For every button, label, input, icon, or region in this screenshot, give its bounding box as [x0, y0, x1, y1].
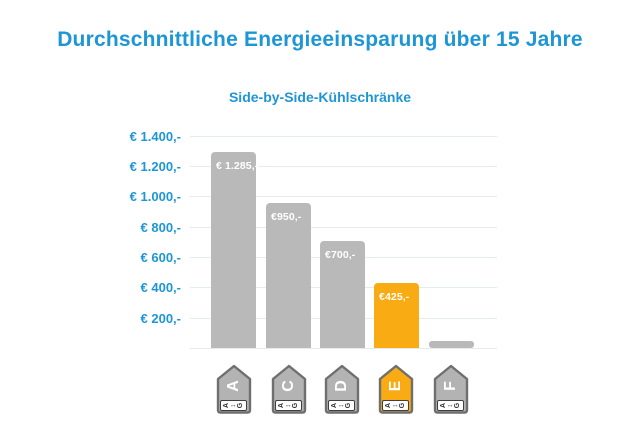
- energy-class-tags-row: A A ↔ G C A ↔ G D A ↔ G E A ↔ G: [190, 363, 497, 418]
- scale-to-label: G: [292, 402, 300, 409]
- y-tick-label: € 800,-: [140, 220, 181, 235]
- scale-from-label: A: [330, 402, 338, 409]
- scale-from-label: A: [439, 402, 447, 409]
- gridline: [190, 196, 497, 197]
- y-tick-label: € 1.000,-: [129, 189, 181, 204]
- bar-value-label: €700,-: [325, 249, 356, 261]
- scale-from-label: A: [384, 402, 392, 409]
- energy-scale-badge: A ↔ G: [437, 400, 464, 411]
- energy-scale-badge: A ↔ G: [382, 400, 409, 411]
- baseline: [190, 348, 497, 349]
- scale-to-label: G: [454, 402, 462, 409]
- gridline: [190, 227, 497, 228]
- bar-class-f: [429, 341, 474, 348]
- energy-class-tag-a: A A ↔ G: [214, 363, 254, 415]
- energy-class-tag-f: F A ↔ G: [431, 363, 471, 415]
- energy-scale-badge: A ↔ G: [220, 400, 247, 411]
- scale-from-label: A: [277, 402, 285, 409]
- scale-arrow-icon: ↔: [337, 402, 345, 409]
- bar-value-label: €425,-: [379, 291, 410, 303]
- bar-class-d: €700,-: [320, 241, 365, 348]
- y-tick-label: € 200,-: [140, 311, 181, 326]
- bar-value-label: € 1.285,-: [216, 160, 259, 172]
- energy-class-tag-c: C A ↔ G: [269, 363, 309, 415]
- gridline: [190, 136, 497, 137]
- bar-class-e-highlighted: €425,-: [374, 283, 419, 348]
- y-tick-label: € 600,-: [140, 250, 181, 265]
- y-tick-label: € 1.200,-: [129, 159, 181, 174]
- scale-to-label: G: [237, 402, 245, 409]
- scale-to-label: G: [345, 402, 353, 409]
- chart-subtitle: Side-by-Side-Kühlschränke: [228, 89, 412, 105]
- bar-class-a: € 1.285,-: [211, 152, 259, 348]
- scale-from-label: A: [222, 402, 230, 409]
- scale-arrow-icon: ↔: [391, 402, 399, 409]
- chart-title: Durchschnittliche Energieeinsparung über…: [57, 28, 583, 51]
- gridline: [190, 166, 497, 167]
- energy-scale-badge: A ↔ G: [328, 400, 355, 411]
- plot-area: € 1.285,- €950,- €700,- €425,-: [190, 136, 497, 349]
- y-axis: € 1.400,- € 1.200,- € 1.000,- € 800,- € …: [0, 129, 181, 349]
- energy-scale-badge: A ↔ G: [275, 400, 302, 411]
- y-tick-label: € 1.400,-: [129, 129, 181, 144]
- scale-to-label: G: [399, 402, 407, 409]
- y-tick-label: € 400,-: [140, 280, 181, 295]
- scale-arrow-icon: ↔: [446, 402, 454, 409]
- scale-arrow-icon: ↔: [284, 402, 292, 409]
- energy-class-tag-d: D A ↔ G: [322, 363, 362, 415]
- energy-class-tag-e-highlighted: E A ↔ G: [376, 363, 416, 415]
- bar-class-c: €950,-: [266, 203, 311, 348]
- bar-value-label: €950,-: [271, 211, 302, 223]
- scale-arrow-icon: ↔: [229, 402, 237, 409]
